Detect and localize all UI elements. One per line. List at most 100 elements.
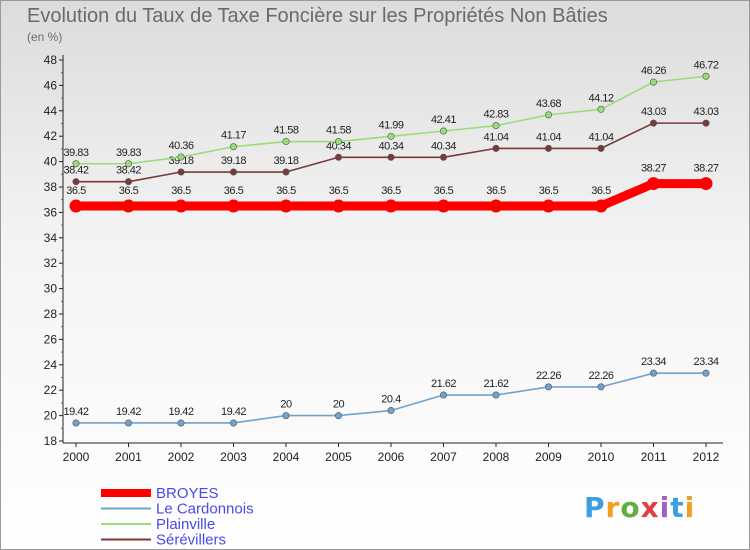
data-point <box>387 407 395 415</box>
data-point <box>649 119 657 127</box>
data-point <box>439 391 447 399</box>
data-point <box>439 127 447 135</box>
data-point <box>69 199 83 213</box>
data-label: 36.5 <box>381 185 401 197</box>
y-tick-label: 20 <box>44 409 58 423</box>
data-label: 40.34 <box>326 140 351 152</box>
data-label: 41.04 <box>588 131 613 143</box>
data-point <box>387 132 395 140</box>
data-point <box>699 177 713 191</box>
data-label: 19.42 <box>168 406 193 418</box>
data-label: 36.5 <box>434 185 454 197</box>
x-tick-label: 2000 <box>63 450 90 464</box>
data-point <box>594 199 608 213</box>
data-label: 41.99 <box>378 119 403 131</box>
data-point <box>72 178 80 186</box>
data-point <box>647 177 660 191</box>
data-point <box>177 419 185 427</box>
y-tick-label: 18 <box>44 434 58 448</box>
data-label: 20 <box>280 399 292 411</box>
data-label: 41.04 <box>536 131 561 143</box>
data-label: 36.5 <box>486 185 506 197</box>
data-label: 22.26 <box>588 370 613 382</box>
data-point <box>544 144 552 152</box>
data-label: 40.36 <box>168 140 193 152</box>
axes: 18 20 22 24 26 28 30 32 34 36 38 40 42 44 46 48 2000 2001… <box>44 53 723 464</box>
y-tick-label: 40 <box>44 155 58 169</box>
data-point <box>437 199 450 213</box>
data-point <box>72 160 80 168</box>
data-label: 36.5 <box>539 185 559 197</box>
data-label: 42.83 <box>483 109 508 121</box>
data-label: 21.62 <box>483 378 508 390</box>
data-label: 36.5 <box>329 185 349 197</box>
x-tick-label: 2001 <box>115 450 142 464</box>
data-label: 36.5 <box>171 185 191 197</box>
x-tick-label: 2008 <box>483 450 510 464</box>
data-point <box>702 119 710 127</box>
data-label: 36.5 <box>224 185 244 197</box>
x-tick-label: 2009 <box>535 450 562 464</box>
y-tick-label: 30 <box>44 282 58 296</box>
y-tick-label: 48 <box>44 53 58 67</box>
data-label: 36.5 <box>66 185 86 197</box>
y-tick-label: 44 <box>44 104 58 118</box>
data-label: 19.42 <box>63 406 88 418</box>
series-le-cardonnois: 19.42 19.42 19.42 19.42 20 20 20.4 21.62 21.62 22… <box>63 356 719 427</box>
legend-label: BROYES <box>156 485 219 502</box>
data-label: 44.12 <box>588 92 613 104</box>
y-tick-label: 26 <box>44 332 58 346</box>
y-tick-label: 32 <box>44 256 58 270</box>
chart-unit: (en %) <box>27 30 63 44</box>
data-point <box>649 369 657 377</box>
data-point <box>597 144 605 152</box>
data-point <box>334 153 342 161</box>
data-label: 38.42 <box>63 165 88 177</box>
data-point <box>492 144 500 152</box>
data-point <box>544 383 552 391</box>
data-point <box>125 419 133 427</box>
data-label: 46.26 <box>641 65 666 77</box>
data-label: 43.03 <box>693 106 718 118</box>
data-point <box>492 122 500 130</box>
data-label: 36.5 <box>591 185 611 197</box>
data-point <box>279 199 293 213</box>
series-layer: 19.42 19.42 19.42 19.42 20 20 20.4 21.62 21.62 22… <box>63 59 719 427</box>
data-label: 40.34 <box>431 140 456 152</box>
data-label: 21.62 <box>431 378 456 390</box>
legend-label: Sérévillers <box>156 532 226 549</box>
y-tick-label: 28 <box>44 307 58 321</box>
x-tick-label: 2011 <box>641 450 667 464</box>
data-point <box>334 412 342 420</box>
data-point <box>282 168 290 176</box>
x-tick-label: 2005 <box>325 450 352 464</box>
data-label: 39.18 <box>221 155 246 167</box>
data-point <box>334 138 342 146</box>
data-label: 19.42 <box>221 406 246 418</box>
data-point <box>174 199 188 213</box>
data-point <box>597 105 605 113</box>
y-tick-label: 42 <box>44 129 58 143</box>
data-point <box>332 199 345 213</box>
data-label: 36.5 <box>119 185 139 197</box>
data-point <box>702 369 710 377</box>
x-tick-label: 2002 <box>168 450 195 464</box>
data-point <box>597 383 605 391</box>
data-label: 23.34 <box>693 356 718 368</box>
chart-title: Evolution du Taux de Taxe Foncière sur l… <box>27 5 608 27</box>
x-tick-label: 2010 <box>588 450 615 464</box>
data-label: 41.17 <box>221 130 246 142</box>
data-label: 43.03 <box>641 106 666 118</box>
data-point <box>492 391 500 399</box>
data-point <box>125 160 133 168</box>
data-label: 20 <box>333 399 345 411</box>
data-label: 46.72 <box>693 59 718 71</box>
data-label: 39.83 <box>116 147 141 159</box>
data-label: 20.4 <box>381 394 401 406</box>
y-tick-label: 38 <box>44 180 58 194</box>
proxiti-logo: Proxiti <box>584 491 696 524</box>
data-point <box>439 153 447 161</box>
